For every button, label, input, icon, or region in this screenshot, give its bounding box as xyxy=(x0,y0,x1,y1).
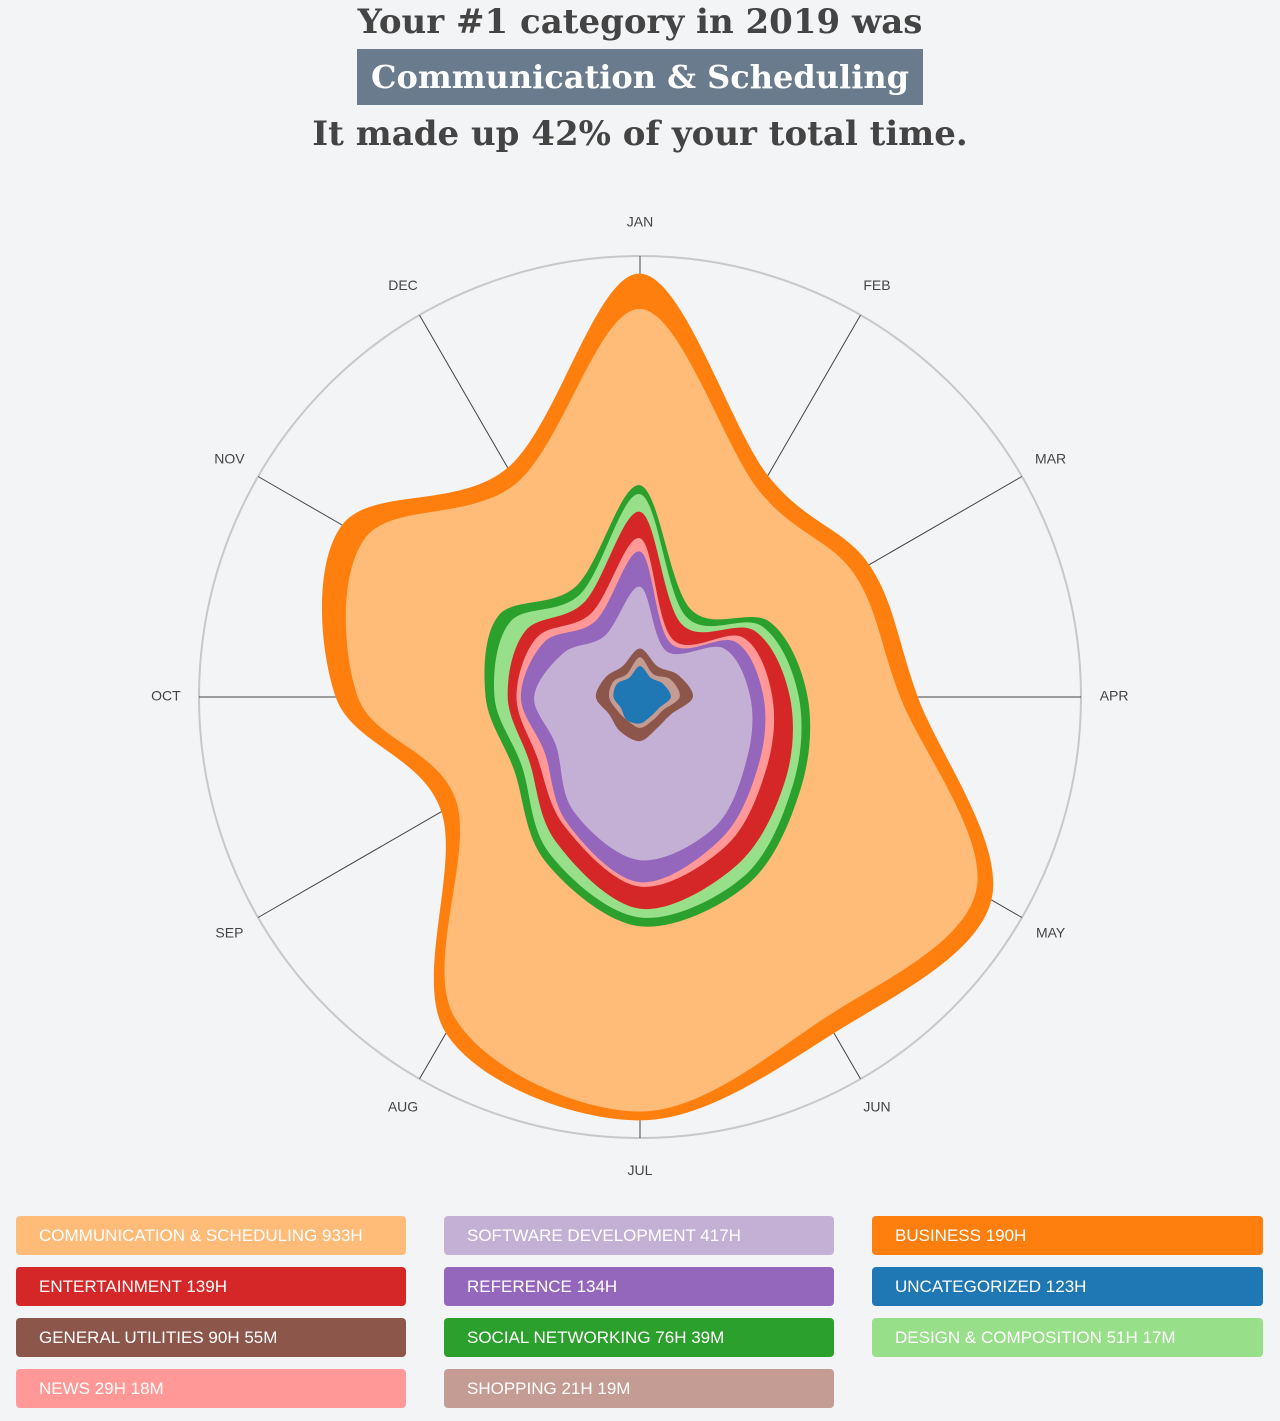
legend-item-software-development-417h[interactable]: SOFTWARE DEVELOPMENT 417H xyxy=(444,1216,834,1255)
axis-label-may: MAY xyxy=(1036,925,1066,941)
hero-category-wrap: Communication & Scheduling xyxy=(0,49,1280,105)
axis-label-apr: APR xyxy=(1100,688,1129,704)
series-area-uncategorized[interactable] xyxy=(613,666,671,724)
legend-item-news-29h-18m[interactable]: NEWS 29H 18M xyxy=(16,1369,406,1408)
hero-intro-text: Your #1 category in 2019 was xyxy=(357,2,923,42)
legend: COMMUNICATION & SCHEDULING 933H SOFTWARE … xyxy=(16,1216,1264,1408)
hero-summary-text: It made up 42% of your total time. xyxy=(312,114,968,154)
legend-item-reference-134h[interactable]: REFERENCE 134H xyxy=(444,1267,834,1306)
legend-item-general-utilities-90h-55m[interactable]: GENERAL UTILITIES 90H 55M xyxy=(16,1318,406,1357)
axis-label-nov: NOV xyxy=(214,451,245,467)
radar-chart: JAN FEB MAR APR MAY JUN JUL AUG SEP OCT NOV DEC xyxy=(151,214,1128,1178)
legend-item-uncategorized-123h[interactable]: UNCATEGORIZED 123H xyxy=(872,1267,1263,1306)
axis-label-aug: AUG xyxy=(388,1098,418,1114)
legend-item-entertainment-139h[interactable]: ENTERTAINMENT 139H xyxy=(16,1267,406,1306)
axis-line-aug xyxy=(419,1032,447,1080)
legend-item-design-and-composition-51h-17m[interactable]: DESIGN & COMPOSITION 51H 17M xyxy=(872,1318,1263,1357)
axis-label-jun: JUN xyxy=(863,1098,890,1114)
legend-item-shopping-21h-19m[interactable]: SHOPPING 21H 19M xyxy=(444,1369,834,1408)
axis-label-dec: DEC xyxy=(388,277,418,293)
axis-line-jun xyxy=(833,1032,861,1080)
axis-line-mar xyxy=(868,476,1023,566)
legend-item-social-networking-76h-39m[interactable]: SOCIAL NETWORKING 76H 39M xyxy=(444,1318,834,1357)
axis-line-may xyxy=(991,899,1023,918)
axis-line-nov xyxy=(257,476,343,526)
axis-line-sep xyxy=(257,811,442,918)
axis-label-jul: JUL xyxy=(628,1162,653,1178)
axis-label-feb: FEB xyxy=(863,277,890,293)
radar-layers xyxy=(321,273,994,1121)
legend-item-communication-and-scheduling-933h[interactable]: COMMUNICATION & SCHEDULING 933H xyxy=(16,1216,406,1255)
legend-item-business-190h[interactable]: BUSINESS 190H xyxy=(872,1216,1263,1255)
axis-line-dec xyxy=(419,314,509,469)
axis-label-oct: OCT xyxy=(151,688,181,704)
axis-line-feb xyxy=(767,314,861,476)
axis-label-jan: JAN xyxy=(627,214,653,230)
top-category-badge: Communication & Scheduling xyxy=(357,49,923,105)
axis-label-sep: SEP xyxy=(215,925,243,941)
radar-axes: JAN FEB MAR APR MAY JUN JUL AUG SEP OCT NOV DEC xyxy=(151,214,1128,1178)
axis-label-mar: MAR xyxy=(1035,451,1066,467)
